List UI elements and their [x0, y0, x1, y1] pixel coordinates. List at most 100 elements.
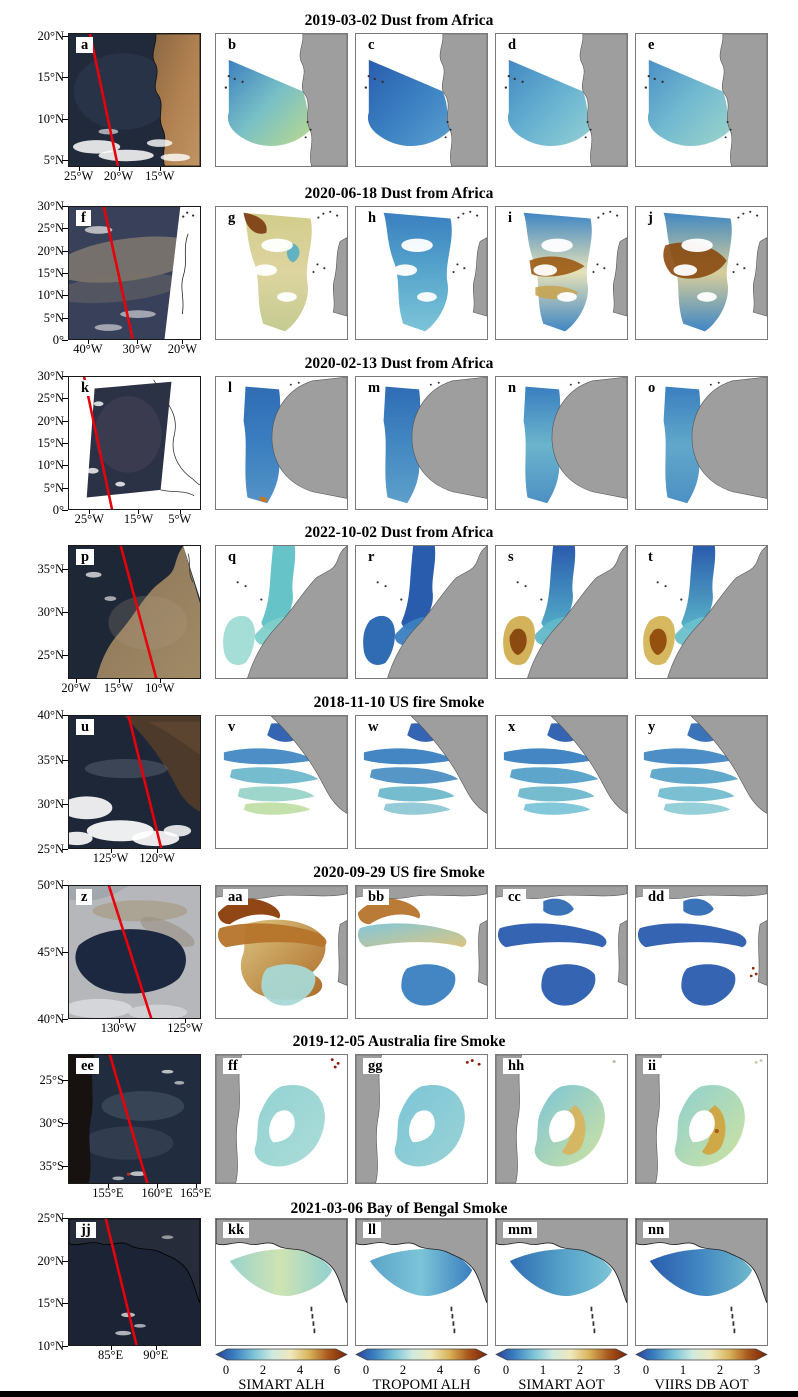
satellite-scene-svg [69, 546, 200, 678]
y-axis-tick-mark [62, 804, 68, 806]
x-axis-tick-mark [87, 340, 89, 344]
panel-label-aa: aa [223, 889, 248, 905]
panel-label-u: u [76, 719, 95, 735]
panel-label-g: g [223, 210, 241, 226]
panel-label-r: r [363, 549, 380, 565]
map-panel-ii: ii [635, 1054, 768, 1184]
colorbar [495, 1348, 628, 1361]
map-scene-svg [636, 1219, 767, 1334]
panel-label-m: m [363, 380, 386, 396]
satellite-panel-k: k [68, 376, 201, 510]
y-tick-label: 35°N [37, 562, 64, 577]
y-axis-tick-mark [62, 420, 68, 422]
y-axis-tick-mark [62, 849, 68, 850]
map-panel-b: b [215, 33, 348, 167]
x-axis-tick-mark [137, 340, 139, 344]
y-axis-tick-mark [62, 118, 68, 120]
map-panel-j: j [635, 206, 768, 340]
y-axis-tick-mark [62, 160, 68, 162]
y-tick-label: 45°N [37, 945, 64, 959]
panel-label-s: s [503, 549, 519, 565]
x-axis-tick-mark [155, 1346, 157, 1350]
panel-label-jj: jj [76, 1222, 96, 1238]
satellite-panel-u: u [68, 715, 201, 849]
x-tick-label: 25°W [63, 169, 94, 183]
x-tick-label: 40°W [73, 342, 103, 356]
y-axis-tick-mark [62, 376, 68, 377]
y-tick-label: 25°N [37, 221, 64, 236]
y-tick-label: 30°S [39, 1115, 64, 1130]
x-axis-tick-mark [157, 1184, 159, 1188]
x-tick-label: 130°W [100, 1021, 137, 1035]
x-tick-label: 125°W [92, 851, 129, 865]
y-tick-label: 30°N [37, 605, 64, 619]
y-axis-tick-mark [62, 487, 68, 489]
panel-label-t: t [643, 549, 658, 565]
panel-label-o: o [643, 380, 661, 396]
x-axis-tick-mark [118, 1019, 120, 1023]
colorbar-tick: 4 [296, 1363, 304, 1377]
map-scene-svg [356, 886, 487, 1006]
map-panel-kk: kk [215, 1218, 348, 1346]
row-title-5: 2018-11-10 US fire Smoke [313, 694, 485, 711]
y-tick-label: 15°N [37, 70, 64, 85]
satellite-scene-svg [69, 886, 200, 1018]
y-axis-tick-mark [62, 250, 68, 252]
satellite-panel-ee: ee [68, 1054, 201, 1184]
y-tick-label: 10°N [37, 1339, 64, 1353]
panel-label-b: b [223, 37, 242, 53]
colorbar-tick: 6 [473, 1363, 481, 1377]
satellite-scene-svg [69, 1219, 200, 1345]
row-title-8: 2021-03-06 Bay of Bengal Smoke [290, 1200, 508, 1217]
y-tick-label: 25°N [37, 1211, 64, 1225]
x-tick-label: 160°E [141, 1186, 173, 1200]
satellite-scene-svg [69, 1055, 200, 1183]
map-scene-svg [216, 886, 347, 1006]
y-axis-tick-mark [62, 228, 68, 230]
map-panel-o: o [635, 376, 768, 510]
y-tick-label: 20°N [37, 413, 64, 428]
x-axis-tick-mark [159, 167, 161, 171]
colorbar-tick: 0 [642, 1363, 650, 1377]
map-panel-cc: cc [495, 885, 628, 1019]
y-tick-label: 25°N [37, 842, 64, 856]
row-title-7: 2019-12-05 Australia fire Smoke [292, 1033, 506, 1050]
colorbar-tick: 2 [399, 1363, 407, 1377]
x-tick-label: 10°W [145, 681, 175, 695]
map-scene-svg [243, 377, 347, 504]
panel-label-cc: cc [503, 889, 526, 905]
map-scene-svg [383, 377, 487, 504]
map-scene-svg [523, 210, 627, 332]
y-axis-tick-mark [62, 398, 68, 400]
map-scene-svg [636, 1055, 763, 1183]
y-tick-label: 20°N [37, 243, 64, 258]
panel-label-j: j [643, 210, 658, 226]
panel-label-f: f [76, 210, 91, 226]
colorbar-gradient-svg [495, 1348, 628, 1361]
x-axis-tick-mark [179, 510, 181, 514]
colorbar [215, 1348, 348, 1361]
x-tick-label: 15°W [103, 681, 134, 695]
colorbar-tick: 0 [222, 1363, 230, 1377]
map-panel-i: i [495, 206, 628, 340]
y-tick-label: 20°N [37, 28, 64, 43]
panel-label-n: n [503, 380, 522, 396]
map-scene-svg [496, 1055, 616, 1183]
y-tick-label: 35°S [39, 1158, 64, 1173]
y-tick-label: 40°N [37, 1012, 64, 1026]
row-title-4: 2022-10-02 Dust from Africa [304, 524, 494, 541]
panel-label-q: q [223, 549, 242, 565]
panel-label-ff: ff [223, 1058, 243, 1074]
map-panel-nn: nn [635, 1218, 768, 1346]
map-panel-ff: ff [215, 1054, 348, 1184]
colorbar-label: SIMART ALH [238, 1377, 325, 1393]
map-scene-svg [663, 210, 767, 332]
map-scene-svg [496, 886, 627, 1006]
satellite-panel-jj: jj [68, 1218, 201, 1346]
panel-label-kk: kk [223, 1222, 250, 1238]
panel-label-z: z [76, 889, 93, 905]
satellite-scene-svg [69, 207, 200, 339]
map-panel-d: d [495, 33, 628, 167]
panel-label-ii: ii [643, 1058, 662, 1074]
